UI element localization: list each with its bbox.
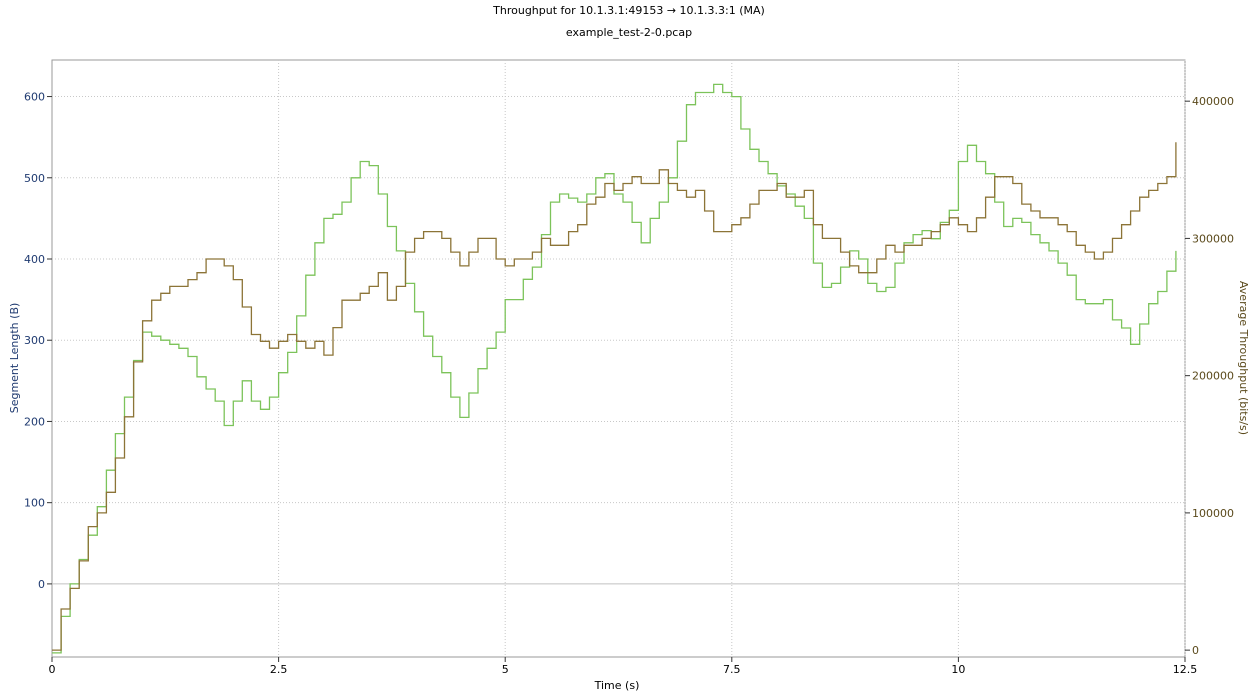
y-left-axis-label: Segment Length (B) [8,303,21,414]
chart-subtitle: example_test-2-0.pcap [566,26,692,39]
x-tick-label: 10 [951,663,965,676]
x-tick-label: 12.5 [1173,663,1198,676]
chart-title: Throughput for 10.1.3.1:49153 → 10.1.3.3… [492,4,765,17]
x-tick-label: 5 [502,663,509,676]
grid [52,60,1186,657]
y-right-tick-label: 300000 [1192,232,1234,245]
y-left-tick-label: 400 [24,253,45,266]
y-right-axis-label: Average Throughput (bits/s) [1237,281,1250,435]
y-left-tick-label: 200 [24,415,45,428]
y-left-tick-label: 500 [24,172,45,185]
plot-area[interactable] [51,59,1186,658]
axis-ticks: 0 2.5 5 7.5 10 12.5 0 100 200 300 400 500 600 0 100000… [24,91,1234,676]
x-tick-label: 0 [49,663,56,676]
y-left-tick-label: 300 [24,334,45,347]
y-left-tick-label: 100 [24,497,45,510]
y-left-tick-label: 600 [24,91,45,104]
x-tick-label: 2.5 [270,663,288,676]
y-right-tick-label: 0 [1192,644,1199,657]
series-layer [52,83,1177,654]
x-axis-label: Time (s) [594,679,640,692]
y-right-tick-label: 100000 [1192,507,1234,520]
throughput-series-line [52,142,1177,651]
x-tick-label: 7.5 [723,663,741,676]
y-right-tick-label: 400000 [1192,95,1234,108]
y-left-tick-label: 0 [38,578,45,591]
y-right-tick-label: 200000 [1192,370,1234,383]
